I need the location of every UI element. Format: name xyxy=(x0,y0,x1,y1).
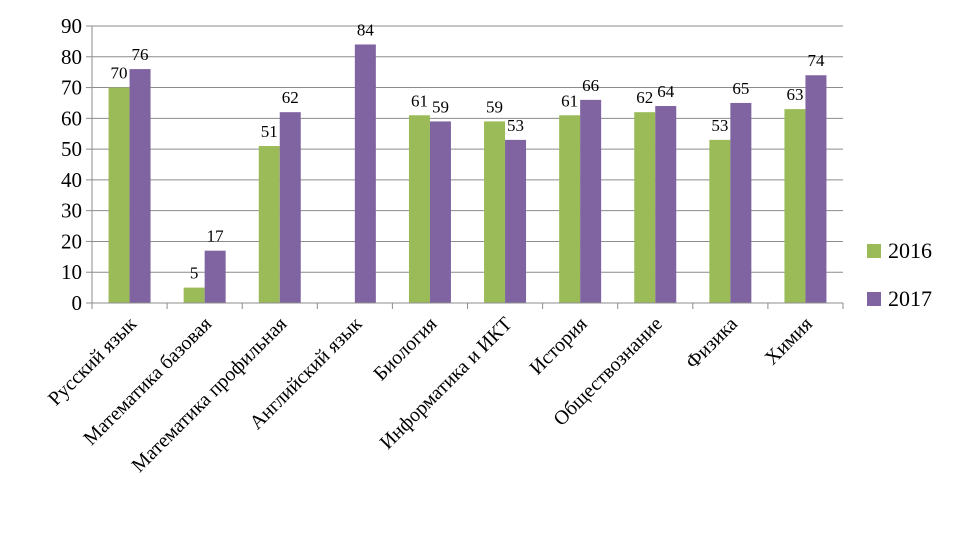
y-axis-ticks: 0 10 20 30 40 50 60 70 80 90 xyxy=(61,14,93,315)
y-tick-label: 50 xyxy=(61,137,82,161)
bar-2016-2 xyxy=(258,146,280,303)
category-label: Физика xyxy=(681,313,741,373)
bar-2017-0 xyxy=(129,69,151,303)
bar-2016-4 xyxy=(408,115,430,303)
category-label: Химия xyxy=(761,313,817,369)
bar-2017-5 xyxy=(505,139,527,303)
data-label: 17 xyxy=(207,227,225,246)
data-label: 66 xyxy=(582,76,599,95)
y-tick-label: 20 xyxy=(61,229,82,253)
data-label: 53 xyxy=(507,116,524,135)
y-tick-label: 10 xyxy=(61,260,82,284)
category-label: Биология xyxy=(369,313,441,385)
category-label: Информатика и ИКТ xyxy=(376,313,517,454)
bar-2017-3 xyxy=(354,44,376,303)
data-label: 53 xyxy=(711,116,728,135)
data-label: 84 xyxy=(357,20,375,39)
data-label: 51 xyxy=(261,122,278,141)
bar-2017-6 xyxy=(580,99,602,303)
legend-swatch-2016 xyxy=(867,244,881,258)
bar-2017-4 xyxy=(429,121,451,304)
data-label: 65 xyxy=(732,79,749,98)
bar-2016-5 xyxy=(484,121,506,304)
y-tick-label: 60 xyxy=(61,106,82,130)
y-tick-label: 40 xyxy=(61,168,82,192)
data-label: 61 xyxy=(411,91,428,110)
bar-2017-2 xyxy=(279,112,301,303)
category-label: История xyxy=(525,313,591,379)
bars xyxy=(108,44,827,304)
data-label: 63 xyxy=(786,85,803,104)
category-label: Математика базовая xyxy=(79,313,216,450)
data-label: 70 xyxy=(111,64,128,83)
data-label: 62 xyxy=(636,88,653,107)
bar-2016-6 xyxy=(559,115,581,303)
data-label: 59 xyxy=(432,97,449,116)
data-label: 64 xyxy=(657,82,675,101)
bar-2016-9 xyxy=(784,109,806,303)
legend: 2016 2017 xyxy=(867,238,932,311)
y-tick-label: 30 xyxy=(61,199,82,223)
data-label: 74 xyxy=(807,51,825,70)
bar-2017-9 xyxy=(805,75,827,303)
data-label: 59 xyxy=(486,97,503,116)
x-axis xyxy=(91,302,844,309)
bar-2016-8 xyxy=(709,139,731,303)
data-label: 76 xyxy=(132,45,149,64)
data-label: 62 xyxy=(282,88,299,107)
bar-2016-1 xyxy=(183,287,205,303)
bar-2016-7 xyxy=(634,112,656,303)
bar-2017-7 xyxy=(655,106,677,304)
bar-2017-1 xyxy=(204,250,226,303)
legend-label: 2017 xyxy=(888,286,932,311)
bar-2017-8 xyxy=(730,102,752,303)
y-tick-label: 80 xyxy=(61,45,82,69)
y-tick-label: 90 xyxy=(61,14,82,38)
y-tick-label: 70 xyxy=(61,76,82,100)
data-label: 61 xyxy=(561,91,578,110)
legend-label: 2016 xyxy=(888,238,932,263)
bar-2016-0 xyxy=(108,87,130,303)
legend-swatch-2017 xyxy=(867,292,881,306)
y-tick-label: 0 xyxy=(72,291,83,315)
gridlines xyxy=(92,25,843,273)
category-label: Математика профильная xyxy=(128,313,292,477)
data-label: 5 xyxy=(190,264,199,283)
